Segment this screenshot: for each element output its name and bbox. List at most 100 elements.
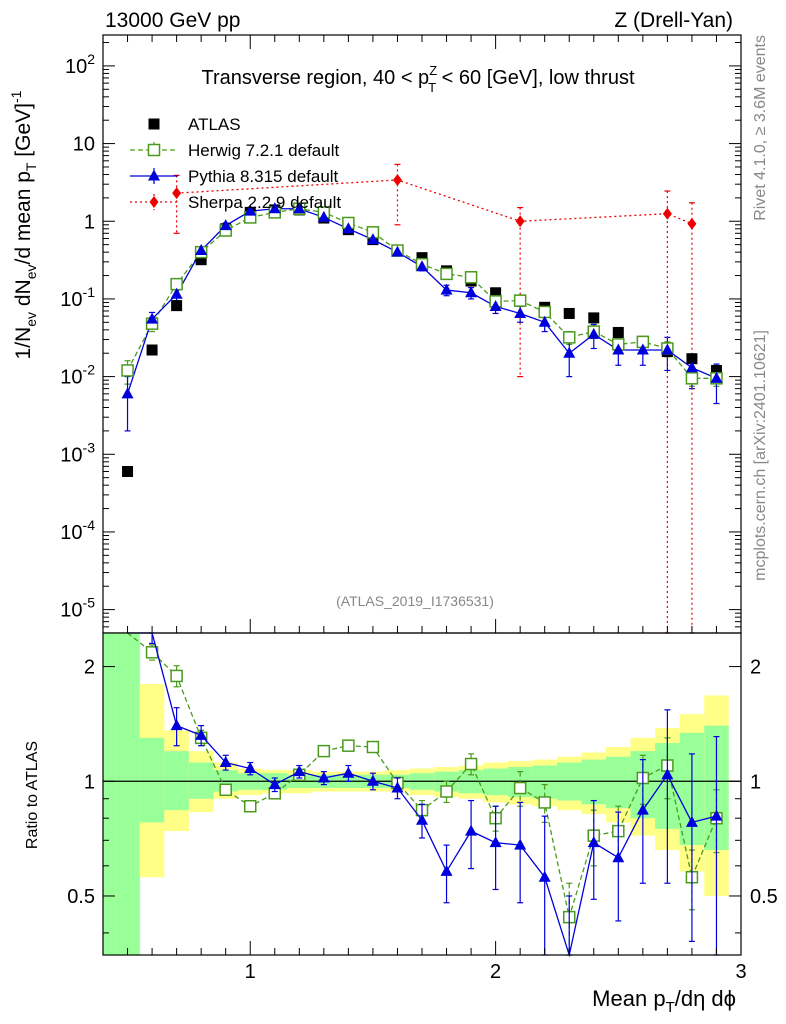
pythia-ratio-point — [636, 803, 649, 815]
pythia-point — [685, 361, 698, 373]
xlabel: Mean pT/dη dϕ — [592, 986, 736, 1016]
ratio-ytick-label-right: 2 — [750, 657, 761, 679]
pythia-point — [342, 222, 355, 234]
ratio-ylabel: Ratio to ATLAS — [24, 741, 41, 849]
legend-marker-herwig — [147, 143, 161, 157]
pythia-ratio-point — [366, 774, 379, 786]
herwig-ratio-point — [513, 781, 527, 795]
ratio-band-inner — [581, 759, 607, 805]
pythia-ratio-point — [661, 768, 674, 780]
pythia-ratio-point — [317, 771, 330, 783]
atlas-point — [195, 254, 207, 266]
atlas-point — [146, 344, 158, 356]
pythia-point — [366, 233, 379, 245]
panel-title: Transverse region, 40 < pZ T < 60 [GeV], … — [201, 63, 634, 95]
pythia-point — [268, 202, 281, 214]
main-ytick-label: 10-1 — [60, 284, 95, 311]
ratio-ytick-label-left: 2 — [84, 657, 95, 679]
header-left: 13000 GeV pp — [105, 9, 240, 32]
pythia-point — [465, 286, 478, 298]
xlabel-part-b: /dη dϕ — [675, 986, 736, 1011]
pythia-ratio-point — [416, 813, 428, 825]
panel-title-post: < 60 [GeV], low thrust — [436, 67, 635, 89]
herwig-point — [513, 294, 527, 307]
ratio-ytick-label-left: 0.5 — [67, 886, 95, 908]
pythia-point — [293, 202, 306, 214]
main-ytick-exp: 2 — [87, 51, 95, 67]
pythia-ratio-point — [710, 809, 723, 821]
pythia-point — [661, 343, 674, 355]
main-ytick-label: 10-3 — [60, 439, 95, 466]
ratio-band-inner — [103, 633, 116, 955]
ylabel-sup-d: -1 — [8, 90, 24, 103]
pythia-point — [121, 387, 134, 399]
ylabel-part-c: /d mean p — [12, 171, 35, 264]
analysis-watermark: (ATLAS_2019_I1736531) — [336, 593, 494, 609]
herwig-point — [464, 271, 478, 284]
main-ytick-exp: -2 — [83, 362, 96, 378]
main-ytick-label: 10-4 — [60, 517, 95, 544]
main-ytick-base: 10 — [60, 600, 82, 622]
pythia-ratio-point — [538, 870, 551, 882]
herwig-ratio-point — [170, 669, 183, 683]
herwig-ratio-point — [219, 783, 232, 797]
pythia-ratio-point — [293, 765, 306, 777]
pythia-point — [317, 210, 330, 222]
ratio-plot: 0.5 0.5 1 1 2 2 1 2 3 — [67, 619, 778, 983]
ratio-band-inner — [606, 756, 631, 809]
main-ytick-exp: -1 — [83, 284, 96, 300]
legend-marker-sherpa — [149, 196, 159, 208]
herwig-ratio-point — [538, 796, 551, 809]
pythia-ratio-point — [489, 836, 502, 848]
herwig-point — [538, 305, 551, 319]
ratio-band-inner — [127, 633, 140, 955]
pythia-ratio-point — [268, 778, 281, 790]
pythia-point — [195, 244, 208, 256]
pythia-point — [219, 219, 232, 231]
sherpa-point — [172, 187, 182, 200]
legend-label-herwig: Herwig 7.2.1 default — [188, 141, 339, 160]
pythia-ratio-point — [391, 781, 404, 793]
ylabel-sub-c: T — [23, 162, 39, 171]
pythia-ratio-point — [685, 815, 698, 827]
xtick-label: 2 — [490, 961, 501, 983]
herwig-ratio-point — [243, 799, 257, 813]
legend-label-pythia: Pythia 8.315 default — [188, 167, 339, 186]
main-ytick-base: 10 — [60, 522, 82, 544]
atlas-point — [612, 326, 624, 338]
pythia-point — [146, 312, 159, 324]
panel-title-sub: T — [428, 80, 436, 95]
ratio-ytick-label-left: 1 — [84, 771, 95, 793]
ylabel-part-a: 1/N — [12, 327, 35, 360]
ratio-band-inner — [188, 762, 214, 799]
main-ytick-label: 10 — [73, 134, 95, 156]
main-ytick-label: 102 — [65, 51, 95, 78]
pythia-point — [489, 299, 502, 311]
legend-item-atlas: ATLAS — [148, 115, 241, 134]
main-ytick-label: 10-2 — [60, 362, 95, 389]
main-ytick-exp: -5 — [83, 595, 96, 611]
pythia-ratio-point — [514, 838, 527, 850]
pythia-ratio-point — [612, 851, 625, 863]
atlas-point — [416, 252, 428, 264]
atlas-point — [171, 300, 183, 312]
legend-label-sherpa: Sherpa 2.2.9 default — [188, 193, 341, 212]
ratio-band-inner — [139, 737, 165, 823]
xlabel-part-a: Mean p — [592, 986, 665, 1011]
ylabel-sub-a: ev — [23, 312, 39, 327]
pythia-point — [710, 371, 723, 383]
herwig-point — [685, 372, 699, 385]
legend-item-pythia: Pythia 8.315 default — [130, 167, 339, 186]
herwig-point — [121, 364, 134, 377]
atlas-point — [563, 307, 575, 319]
atlas-point — [588, 312, 600, 324]
pythia-point — [514, 306, 527, 318]
rivet-label: Rivet 4.1.0, ≥ 3.6M events — [752, 35, 769, 221]
main-ytick-label: 10-5 — [60, 595, 95, 622]
legend-marker-atlas — [148, 118, 160, 130]
pythia-point — [391, 245, 404, 257]
pythia-ratio-point — [587, 836, 600, 848]
main-ytick-label: 1 — [84, 211, 95, 233]
pythia-point — [587, 327, 600, 339]
main-ylabel: 1/Nev dNev/d mean pT [GeV]-1 — [8, 90, 39, 359]
